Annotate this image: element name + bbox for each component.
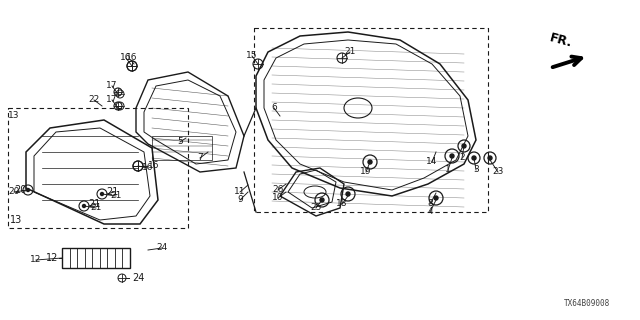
Circle shape <box>320 198 324 202</box>
Text: 16: 16 <box>126 53 138 62</box>
Text: 17: 17 <box>106 95 118 105</box>
Text: 25: 25 <box>310 204 322 212</box>
Circle shape <box>346 192 350 196</box>
Text: TX64B09008: TX64B09008 <box>564 299 610 308</box>
Circle shape <box>26 188 29 191</box>
Text: 15: 15 <box>246 52 258 60</box>
Circle shape <box>462 144 466 148</box>
Text: 10: 10 <box>272 194 284 203</box>
Text: 21: 21 <box>88 199 100 209</box>
Bar <box>152 136 212 160</box>
Text: 21: 21 <box>90 204 102 212</box>
Text: 14: 14 <box>426 157 438 166</box>
Circle shape <box>368 160 372 164</box>
Text: 22: 22 <box>88 95 100 105</box>
Text: 23: 23 <box>492 167 504 177</box>
Text: 21: 21 <box>106 187 118 197</box>
Text: 5: 5 <box>177 138 183 147</box>
Text: 16: 16 <box>148 162 159 171</box>
Text: 24: 24 <box>156 244 168 252</box>
Text: 8: 8 <box>427 199 433 209</box>
Text: 24: 24 <box>132 273 145 283</box>
Text: 12: 12 <box>30 255 42 265</box>
Text: 17: 17 <box>106 82 118 91</box>
Text: 16: 16 <box>142 164 154 172</box>
Bar <box>62 248 130 268</box>
Text: 20: 20 <box>14 185 26 195</box>
Text: 26: 26 <box>272 186 284 195</box>
Text: 12: 12 <box>45 253 58 263</box>
Text: 18: 18 <box>336 199 348 209</box>
Text: 21: 21 <box>344 47 356 57</box>
Circle shape <box>83 204 86 207</box>
Circle shape <box>434 196 438 200</box>
Text: 16: 16 <box>120 53 132 62</box>
Text: 9: 9 <box>237 196 243 204</box>
Circle shape <box>100 193 104 196</box>
Text: 3: 3 <box>473 165 479 174</box>
Text: 13: 13 <box>10 215 22 225</box>
Text: 7: 7 <box>197 154 203 163</box>
Text: 2: 2 <box>459 154 465 163</box>
Bar <box>8 108 188 228</box>
Text: 1: 1 <box>445 165 451 174</box>
Text: 4: 4 <box>427 207 433 217</box>
Circle shape <box>472 156 476 160</box>
Bar <box>254 28 488 212</box>
Text: FR.: FR. <box>548 31 573 50</box>
Text: 20: 20 <box>8 188 20 196</box>
Circle shape <box>450 154 454 158</box>
Text: 19: 19 <box>360 167 372 177</box>
Circle shape <box>488 156 492 160</box>
Text: 21: 21 <box>110 191 122 201</box>
Text: 13: 13 <box>8 111 20 121</box>
Text: 6: 6 <box>271 103 277 113</box>
Text: 11: 11 <box>234 188 246 196</box>
